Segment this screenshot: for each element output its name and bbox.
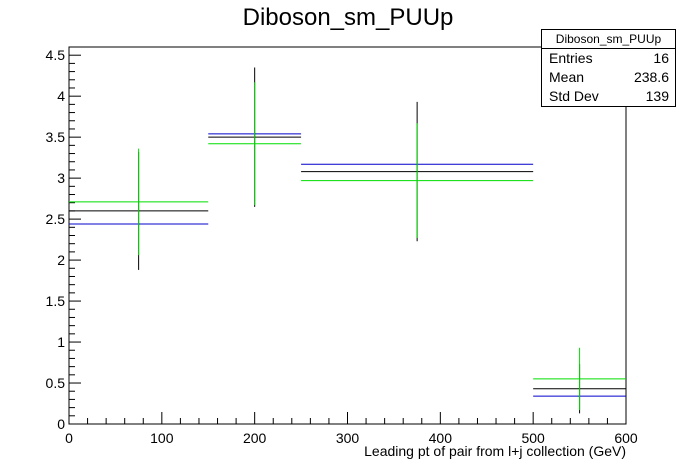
- x-tick-label: 300: [336, 430, 360, 446]
- chart-title: Diboson_sm_PUUp: [242, 4, 454, 31]
- y-tick-label: 3.5: [46, 129, 66, 145]
- stats-entries-row: Entries 16: [542, 49, 675, 68]
- y-tick-label: 0.5: [46, 375, 66, 391]
- x-tick-label: 400: [429, 430, 453, 446]
- x-tick-label: 200: [243, 430, 267, 446]
- x-tick-label: 600: [614, 430, 638, 446]
- stats-mean-row: Mean 238.6: [542, 68, 675, 87]
- y-tick-label: 4: [57, 88, 65, 104]
- y-tick-label: 3: [57, 170, 65, 186]
- stats-box: Diboson_sm_PUUp Entries 16 Mean 238.6 St…: [541, 29, 676, 107]
- y-tick-label: 1.5: [46, 293, 66, 309]
- stats-entries-value: 16: [653, 50, 669, 66]
- stats-mean-value: 238.6: [633, 69, 669, 85]
- stats-box-title: Diboson_sm_PUUp: [542, 30, 675, 49]
- stats-entries-label: Entries: [549, 50, 593, 66]
- y-tick-label: 2.5: [46, 211, 66, 227]
- y-tick-label: 0: [57, 416, 65, 432]
- y-tick-label: 1: [57, 334, 65, 350]
- y-tick-label: 4.5: [46, 47, 66, 63]
- histogram-bins: [69, 67, 626, 414]
- stats-stddev-label: Std Dev: [549, 88, 599, 104]
- x-axis-label: Leading pt of pair from l+j collection (…: [364, 443, 626, 459]
- axis-ticks: 0 100 200 300 400 500 600 0 0.5 1 1.5 2 2.5 3 3.5 4 4.5: [46, 46, 638, 446]
- stats-mean-label: Mean: [549, 69, 585, 85]
- x-tick-label: 500: [521, 430, 545, 446]
- x-tick-label: 0: [65, 430, 73, 446]
- x-tick-label: 100: [150, 430, 174, 446]
- stats-stddev-row: Std Dev 139: [542, 87, 675, 106]
- y-tick-label: 2: [57, 252, 65, 268]
- stats-stddev-value: 139: [645, 88, 669, 104]
